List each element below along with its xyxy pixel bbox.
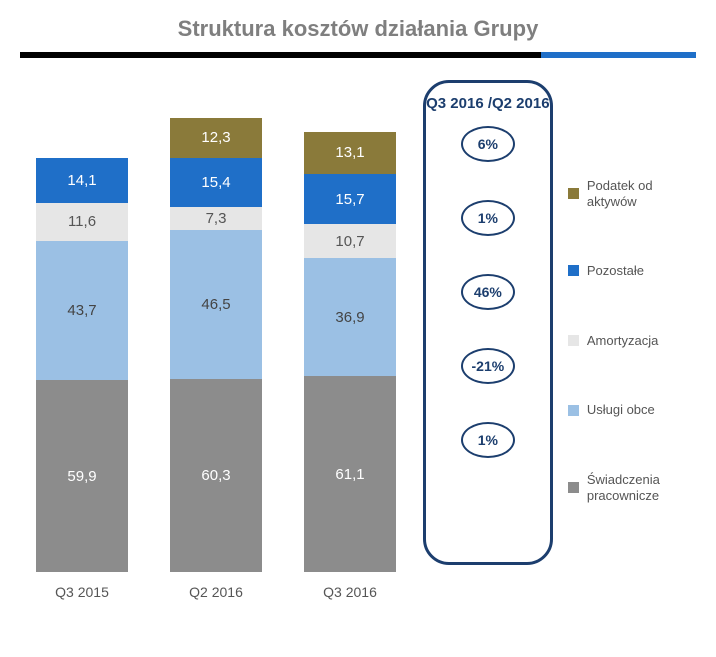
bar: 13,115,710,736,961,1: [304, 132, 396, 572]
comparison-bubble: 1%: [461, 422, 515, 458]
main-layout: 14,111,643,759,9 Q3 2015 12,315,47,346,560…: [0, 80, 716, 620]
legend-item-pozostale: Pozostałe: [568, 263, 697, 279]
comparison-bubbles: 6% 1% 46% -21% 1%: [461, 126, 515, 458]
legend-swatch: [568, 265, 579, 276]
x-axis-label: Q3 2016: [304, 584, 396, 600]
x-axis-label: Q3 2015: [36, 584, 128, 600]
bar-segment-amortyzacja: 11,6: [36, 203, 128, 240]
bar-segment-swiadczenia: 59,9: [36, 380, 128, 572]
legend-swatch: [568, 405, 579, 416]
comparison-header: Q3 2016 /Q2 2016: [426, 95, 549, 114]
legend-label: Usługi obce: [587, 402, 655, 418]
right-panel: Q3 2016 /Q2 2016 6% 1% 46% -21% 1% Podatek o…: [413, 80, 702, 620]
comparison-bubble: 46%: [461, 274, 515, 310]
comparison-bubble: 6%: [461, 126, 515, 162]
bar-segment-pozostale: 15,7: [304, 174, 396, 224]
legend-label: Świadczenia pracownicze: [587, 472, 697, 503]
stacked-bar-chart: 14,111,643,759,9 Q3 2015 12,315,47,346,560…: [14, 80, 413, 600]
bar-segment-uslugi: 43,7: [36, 241, 128, 381]
chart-title: Struktura kosztów działania Grupy: [0, 0, 716, 52]
bar-segment-podatek: 12,3: [170, 118, 262, 157]
bar-segment-uslugi: 36,9: [304, 258, 396, 376]
bar: 12,315,47,346,560,3: [170, 118, 262, 572]
legend-swatch: [568, 482, 579, 493]
rule-black: [20, 52, 547, 58]
bar-segment-pozostale: 14,1: [36, 158, 128, 203]
bar: 14,111,643,759,9: [36, 158, 128, 572]
bar-segment-swiadczenia: 61,1: [304, 376, 396, 572]
title-rule: [20, 52, 696, 62]
legend-swatch: [568, 188, 579, 199]
bar-segment-uslugi: 46,5: [170, 230, 262, 379]
bar-segment-pozostale: 15,4: [170, 158, 262, 207]
legend-item-amortyzacja: Amortyzacja: [568, 333, 697, 349]
bar-segment-podatek: 13,1: [304, 132, 396, 174]
legend-item-swiadczenia: Świadczenia pracownicze: [568, 472, 697, 503]
legend-item-uslugi: Usługi obce: [568, 402, 697, 418]
comparison-bubble: -21%: [461, 348, 515, 384]
bar-segment-swiadczenia: 60,3: [170, 379, 262, 572]
x-axis-label: Q2 2016: [170, 584, 262, 600]
rule-blue: [541, 52, 696, 58]
legend-label: Amortyzacja: [587, 333, 659, 349]
comparison-bubble: 1%: [461, 200, 515, 236]
bar-segment-amortyzacja: 7,3: [170, 207, 262, 230]
legend: Podatek od aktywów Pozostałe Amortyzacja Us…: [568, 178, 697, 503]
legend-label: Podatek od aktywów: [587, 178, 697, 209]
legend-label: Pozostałe: [587, 263, 644, 279]
legend-swatch: [568, 335, 579, 346]
legend-item-podatek: Podatek od aktywów: [568, 178, 697, 209]
comparison-box: Q3 2016 /Q2 2016 6% 1% 46% -21% 1%: [423, 80, 553, 565]
bar-segment-amortyzacja: 10,7: [304, 224, 396, 258]
